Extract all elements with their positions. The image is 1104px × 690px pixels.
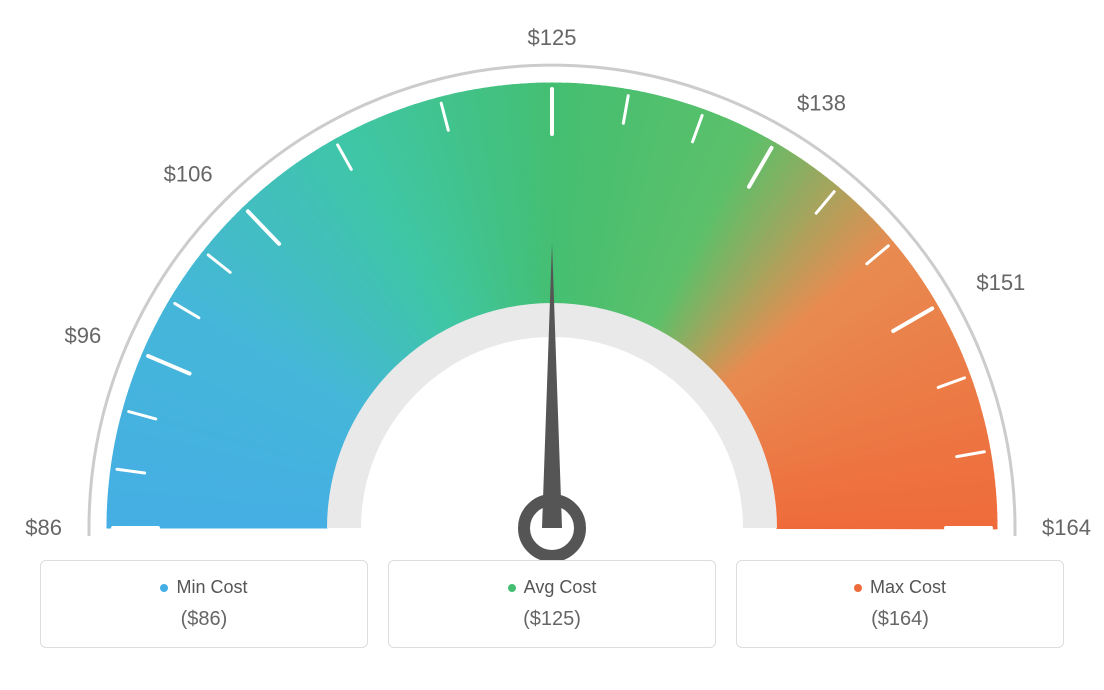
legend-min-box: Min Cost ($86): [40, 560, 368, 648]
legend-max-box: Max Cost ($164): [736, 560, 1064, 648]
legend-min-text: Min Cost: [176, 577, 247, 598]
legend-max-label: Max Cost: [854, 577, 946, 598]
tick-label: $138: [797, 91, 846, 116]
tick-label: $96: [64, 323, 101, 348]
tick-label: $151: [976, 270, 1025, 295]
tick-label: $86: [25, 515, 62, 540]
legend-min-label: Min Cost: [160, 577, 247, 598]
legend-avg-text: Avg Cost: [524, 577, 597, 598]
legend-avg-box: Avg Cost ($125): [388, 560, 716, 648]
legend-avg-label: Avg Cost: [508, 577, 597, 598]
legend-max-text: Max Cost: [870, 577, 946, 598]
tick-label: $106: [164, 162, 213, 187]
tick-label: $164: [1042, 515, 1091, 540]
dot-min: [160, 584, 168, 592]
dot-max: [854, 584, 862, 592]
legend-row: Min Cost ($86) Avg Cost ($125) Max Cost …: [0, 560, 1104, 648]
gauge-chart: $86 $96 $106 $125 $138 $151 $164: [0, 0, 1104, 560]
gauge-svg: $86 $96 $106 $125 $138 $151 $164: [0, 8, 1104, 568]
legend-avg-value: ($125): [399, 608, 705, 631]
dot-avg: [508, 584, 516, 592]
legend-max-value: ($164): [747, 608, 1053, 631]
legend-min-value: ($86): [51, 608, 357, 631]
tick-label: $125: [528, 25, 577, 50]
